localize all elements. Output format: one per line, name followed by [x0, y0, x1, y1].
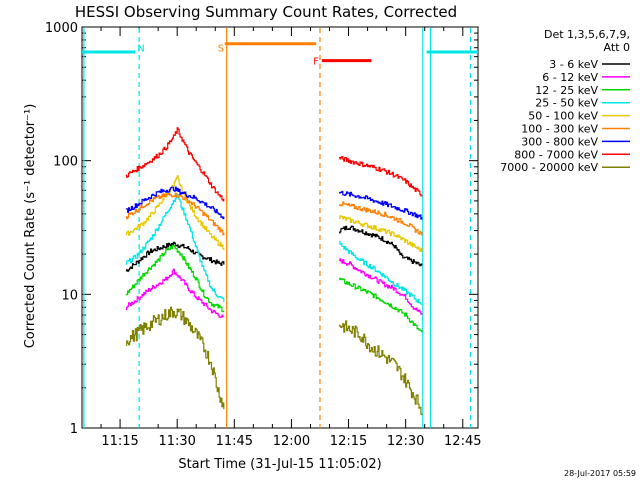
y-tick-label: 1 [70, 422, 78, 437]
series-line [125, 186, 423, 220]
y-axis-label: Corrected Count Rate (s⁻¹ detector⁻¹) [23, 104, 38, 349]
x-tick-label: 12:00 [273, 434, 310, 449]
legend-label: 100 - 300 keV [521, 123, 598, 136]
legend-label: 300 - 800 keV [521, 135, 598, 148]
series-line [125, 258, 423, 318]
y-tick-label: 10 [61, 288, 78, 303]
series-line [125, 193, 423, 305]
x-tick-label: 12:45 [444, 434, 481, 449]
legend-label: 7000 - 20000 keV [500, 161, 598, 174]
series-line [125, 225, 423, 272]
legend-label: 50 - 100 keV [528, 110, 598, 123]
legend-header-line-1: Det 1,3,5,6,7,9, [544, 28, 630, 41]
marker-letter: F [313, 57, 319, 68]
legend-label: 12 - 25 keV [535, 84, 598, 97]
plot-frame [81, 26, 479, 429]
series-line [125, 244, 423, 333]
x-tick-label: 12:30 [387, 434, 424, 449]
series-line [125, 175, 423, 252]
legend-label: 6 - 12 keV [542, 71, 598, 84]
x-tick-label: 11:15 [101, 434, 138, 449]
x-tick-label: 12:15 [330, 434, 367, 449]
plot-area: 1 10 100 1000 11:15 11:30 11:45 12:00 12:15 12:30… [45, 21, 482, 449]
y-tick-label: 100 [53, 155, 78, 170]
series-line [125, 306, 423, 416]
series-line [125, 127, 423, 202]
series-line [125, 192, 423, 236]
chart-title: HESSI Observing Summary Count Rates, Cor… [75, 3, 457, 21]
legend-label: 800 - 7000 keV [514, 148, 598, 161]
x-tick-label: 11:45 [216, 434, 253, 449]
x-tick-label: 11:30 [158, 434, 195, 449]
legend-label: 3 - 6 keV [549, 58, 598, 71]
marker-letter: N [137, 44, 144, 55]
x-axis-label: Start Time (31-Jul-15 11:05:02) [178, 457, 381, 472]
legend-label: 25 - 50 keV [535, 97, 598, 110]
marker-letter: S [218, 44, 224, 55]
y-tick-label: 1000 [45, 21, 78, 36]
timestamp: 28-Jul-2017 05:59 [564, 469, 636, 478]
legend-header-line-2: Att 0 [604, 41, 630, 54]
